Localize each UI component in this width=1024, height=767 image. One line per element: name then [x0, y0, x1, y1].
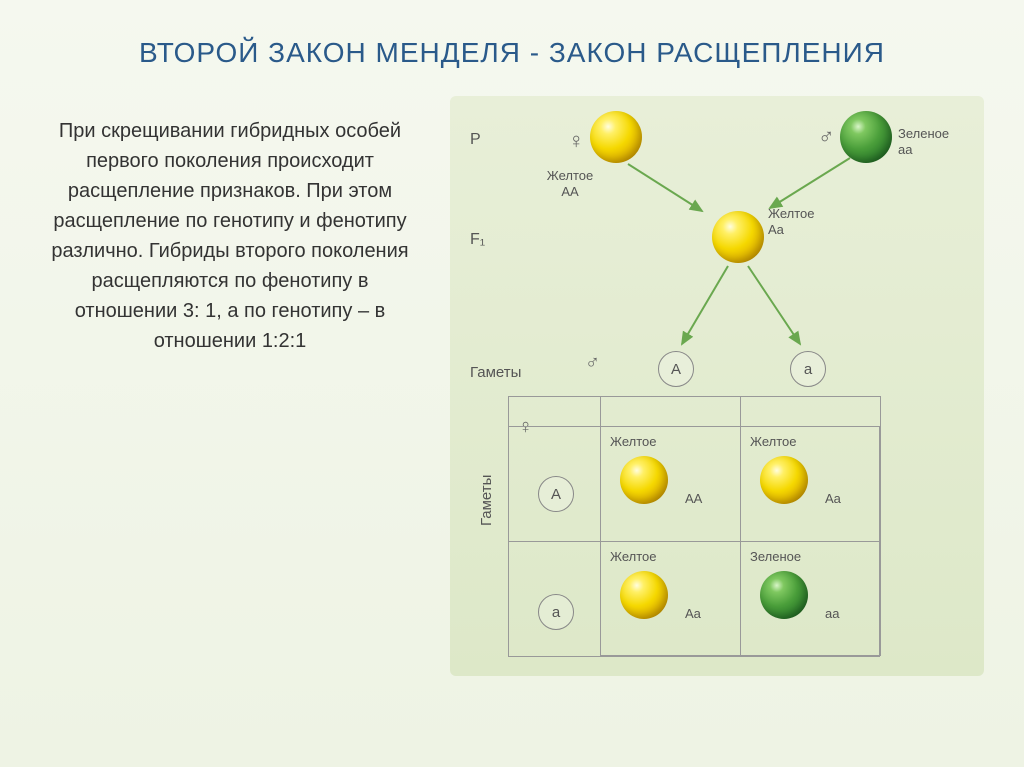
mendel-diagram: P ♀ ЖелтоеAA ♂ Зеленоеaa F₁ ЖелтоеAa: [450, 96, 984, 676]
description-text: При скрещивании гибридных особей первого…: [40, 96, 420, 676]
parent-female-sphere: [590, 111, 642, 163]
parent-male-label: Зеленоеaa: [898, 126, 968, 157]
f1-label: ЖелтоеAa: [768, 206, 828, 237]
cell-3-geno: aa: [825, 606, 839, 621]
cell-0-geno: AA: [685, 491, 702, 506]
gamete-top-A: A: [658, 351, 694, 387]
cell-1-geno: Aa: [825, 491, 841, 506]
cell-2-pheno: Желтое: [610, 549, 657, 564]
parent-male-sphere: [840, 111, 892, 163]
male-symbol-p: ♂: [818, 124, 835, 150]
parent-female-label: ЖелтоеAA: [540, 168, 600, 199]
female-symbol-p: ♀: [568, 128, 585, 154]
f1-sphere: [712, 211, 764, 263]
gamete-top-a: a: [790, 351, 826, 387]
male-symbol-gametes: ♂: [585, 352, 600, 375]
cell-2-geno: Aa: [685, 606, 701, 621]
cell-1-pheno: Желтое: [750, 434, 797, 449]
row-label-gametes: Гаметы: [470, 364, 521, 381]
row-label-gametes-v: Гаметы: [478, 475, 495, 526]
page-title: ВТОРОЙ ЗАКОН МЕНДЕЛЯ - ЗАКОН РАСЩЕПЛЕНИЯ: [0, 0, 1024, 96]
gamete-left-a: a: [538, 594, 574, 630]
cell-3-pheno: Зеленое: [750, 549, 801, 564]
gamete-left-A: A: [538, 476, 574, 512]
cell-0-pheno: Желтое: [610, 434, 657, 449]
female-symbol-gametes: ♀: [518, 416, 533, 439]
row-label-f1: F₁: [470, 231, 485, 249]
punnett-divider-h: [600, 541, 880, 542]
content-row: При скрещивании гибридных особей первого…: [0, 96, 1024, 676]
row-label-p: P: [470, 131, 481, 149]
